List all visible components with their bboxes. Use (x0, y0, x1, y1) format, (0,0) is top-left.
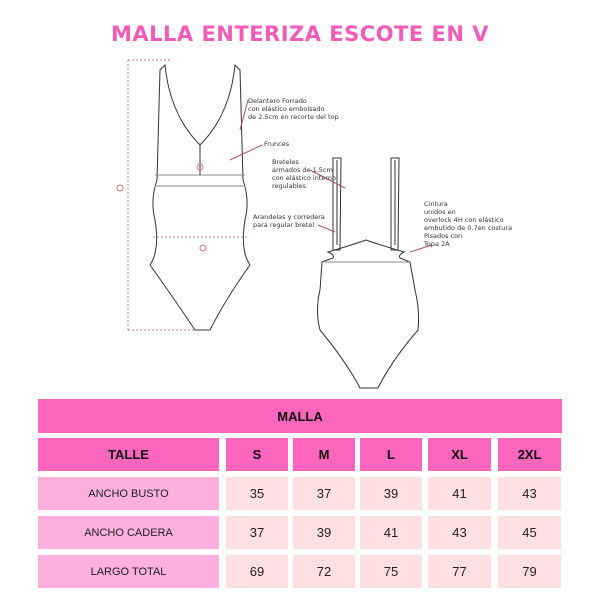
table-cell: 79 (498, 555, 561, 588)
column-header: L (360, 438, 422, 471)
table-cell: 41 (360, 516, 422, 549)
column-header: XL (428, 438, 491, 471)
column-header: S (226, 438, 288, 471)
front-view-drawing (127, 59, 251, 331)
table-cell: 45 (498, 516, 561, 549)
row-label: LARGO TOTAL (38, 555, 219, 588)
table-cell: 39 (360, 477, 422, 510)
page-title: MALLA ENTERIZA ESCOTE EN V (110, 22, 490, 46)
table-cell: 39 (293, 516, 355, 549)
table-cell: 41 (428, 477, 491, 510)
table-cell: 72 (293, 555, 355, 588)
back-view-drawing (317, 157, 420, 389)
note-arandelas: Arandelas y corredera para regular brete… (253, 213, 325, 229)
note-delantero: Delantero Forrado con elástico embolsado… (248, 97, 339, 121)
note-breteles: Breteles armados de 1.5cm con elástico i… (272, 158, 337, 190)
table-cell: 77 (428, 555, 491, 588)
table-cell: 37 (226, 516, 288, 549)
column-header: TALLE (38, 438, 219, 471)
table-caption: MALLA (38, 399, 562, 433)
table-cell: 37 (293, 477, 355, 510)
column-header: M (293, 438, 355, 471)
table-cell: 69 (226, 555, 288, 588)
table-cell: 35 (226, 477, 288, 510)
column-header: 2XL (498, 438, 561, 471)
table-cell: 43 (498, 477, 561, 510)
swimsuit-technical-drawing (116, 59, 433, 389)
row-label: ANCHO BUSTO (38, 477, 219, 510)
table-cell: 75 (360, 555, 422, 588)
note-frunces: Frunces (264, 140, 290, 148)
note-cintura: Cintura unidos en overlock 4H con elásti… (424, 200, 513, 248)
table-cell: 43 (428, 516, 491, 549)
row-label: ANCHO CADERA (38, 516, 219, 549)
